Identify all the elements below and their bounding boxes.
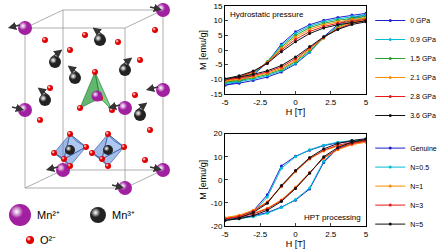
svg-text:H [T]: H [T]: [286, 239, 306, 249]
svg-text:10: 10: [213, 153, 222, 162]
svg-text:Mn²⁺: Mn²⁺: [37, 209, 60, 221]
svg-text:Genuine: Genuine: [410, 145, 437, 152]
svg-text:HPT processing: HPT processing: [304, 213, 361, 222]
svg-text:0: 0: [218, 176, 223, 185]
svg-text:N=0.5: N=0.5: [410, 164, 429, 171]
svg-text:1.5 GPa: 1.5 GPa: [410, 55, 436, 62]
svg-text:0: 0: [293, 98, 298, 107]
svg-text:O²⁻: O²⁻: [40, 234, 56, 246]
svg-text:M [emu/g]: M [emu/g]: [198, 30, 208, 70]
svg-text:10: 10: [213, 16, 222, 25]
svg-text:0 GPa: 0 GPa: [410, 17, 430, 24]
svg-text:20: 20: [213, 129, 222, 138]
svg-text:-5: -5: [221, 98, 229, 107]
svg-text:N=3: N=3: [410, 202, 423, 209]
svg-text:0: 0: [293, 230, 298, 239]
svg-text:Mn³⁺: Mn³⁺: [112, 209, 135, 221]
svg-text:-5: -5: [215, 60, 223, 69]
svg-text:-20: -20: [211, 222, 223, 231]
svg-text:N=1: N=1: [410, 183, 423, 190]
svg-text:2.1 GPa: 2.1 GPa: [410, 74, 436, 81]
svg-text:-2.5: -2.5: [253, 98, 267, 107]
svg-text:15: 15: [213, 2, 222, 11]
svg-text:5: 5: [218, 31, 223, 40]
svg-text:2.5: 2.5: [325, 230, 337, 239]
svg-text:5: 5: [364, 98, 369, 107]
svg-text:3.6 GPa: 3.6 GPa: [410, 112, 436, 119]
svg-text:-5: -5: [221, 230, 229, 239]
svg-text:N=5: N=5: [410, 221, 423, 228]
svg-text:2.5: 2.5: [325, 98, 337, 107]
svg-text:2.8 GPa: 2.8 GPa: [410, 93, 436, 100]
svg-text:Hydrostatic pressure: Hydrostatic pressure: [230, 10, 304, 19]
svg-text:0.9 GPa: 0.9 GPa: [410, 36, 436, 43]
svg-text:-2.5: -2.5: [253, 230, 267, 239]
svg-text:H [T]: H [T]: [286, 107, 306, 117]
svg-text:M [emu/g]: M [emu/g]: [198, 160, 208, 200]
svg-text:5: 5: [364, 230, 369, 239]
svg-text:-10: -10: [211, 199, 223, 208]
svg-text:-15: -15: [211, 90, 223, 99]
svg-text:-10: -10: [211, 75, 223, 84]
svg-text:0: 0: [218, 46, 223, 55]
